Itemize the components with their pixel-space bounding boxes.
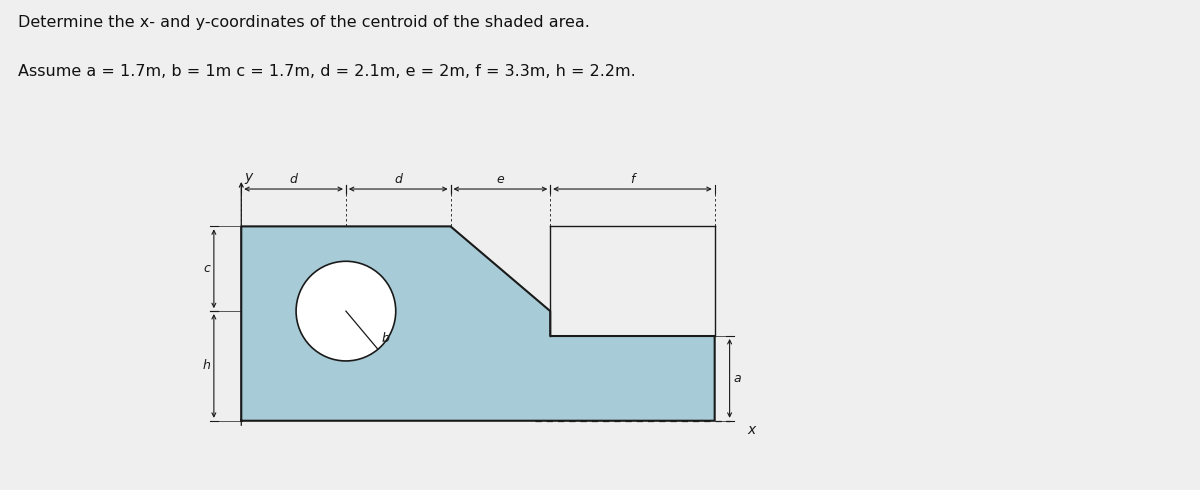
Text: c: c: [204, 262, 210, 275]
Text: y: y: [245, 170, 253, 184]
Text: a: a: [733, 372, 740, 385]
Text: x: x: [748, 423, 755, 437]
Text: d: d: [395, 173, 402, 186]
Text: Determine the x- and y-coordinates of the centroid of the shaded area.: Determine the x- and y-coordinates of th…: [18, 15, 590, 30]
Text: e: e: [497, 173, 504, 186]
Text: d: d: [289, 173, 298, 186]
Text: f: f: [630, 173, 635, 186]
Text: b: b: [382, 332, 390, 345]
Circle shape: [296, 261, 396, 361]
Text: h: h: [203, 360, 210, 372]
Polygon shape: [241, 226, 715, 421]
Text: Assume a = 1.7m, b = 1m c = 1.7m, d = 2.1m, e = 2m, f = 3.3m, h = 2.2m.: Assume a = 1.7m, b = 1m c = 1.7m, d = 2.…: [18, 64, 636, 79]
